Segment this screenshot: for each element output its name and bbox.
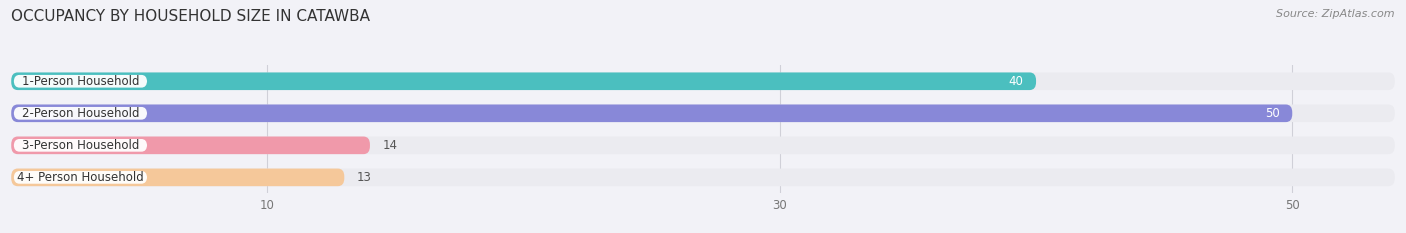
Text: 13: 13 xyxy=(357,171,373,184)
FancyBboxPatch shape xyxy=(11,104,1292,122)
FancyBboxPatch shape xyxy=(11,137,370,154)
FancyBboxPatch shape xyxy=(11,104,1395,122)
FancyBboxPatch shape xyxy=(14,139,148,152)
Text: 3-Person Household: 3-Person Household xyxy=(21,139,139,152)
Text: 40: 40 xyxy=(1008,75,1024,88)
FancyBboxPatch shape xyxy=(14,171,148,184)
Text: 14: 14 xyxy=(382,139,398,152)
Text: Source: ZipAtlas.com: Source: ZipAtlas.com xyxy=(1277,9,1395,19)
Text: 50: 50 xyxy=(1265,107,1279,120)
FancyBboxPatch shape xyxy=(11,168,344,186)
Text: 2-Person Household: 2-Person Household xyxy=(21,107,139,120)
FancyBboxPatch shape xyxy=(14,75,148,88)
FancyBboxPatch shape xyxy=(11,72,1395,90)
FancyBboxPatch shape xyxy=(11,72,1036,90)
Text: 1-Person Household: 1-Person Household xyxy=(21,75,139,88)
Text: OCCUPANCY BY HOUSEHOLD SIZE IN CATAWBA: OCCUPANCY BY HOUSEHOLD SIZE IN CATAWBA xyxy=(11,9,370,24)
Text: 4+ Person Household: 4+ Person Household xyxy=(17,171,143,184)
FancyBboxPatch shape xyxy=(11,168,1395,186)
FancyBboxPatch shape xyxy=(11,137,1395,154)
FancyBboxPatch shape xyxy=(14,107,148,120)
